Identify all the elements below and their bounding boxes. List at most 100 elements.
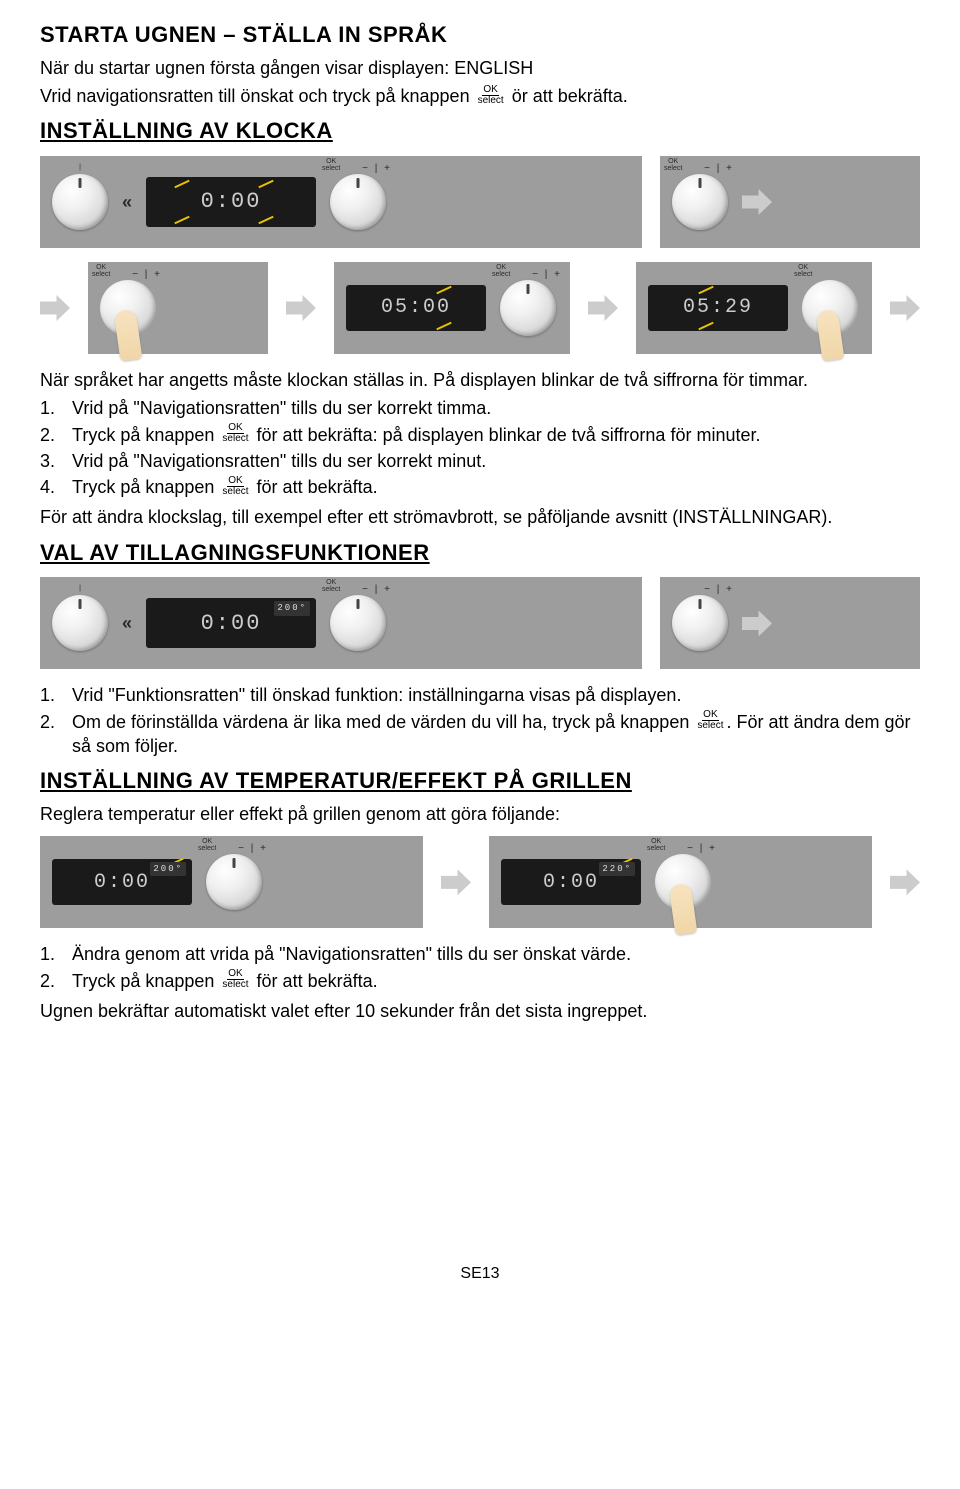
step-item: 1.Ändra genom att vrida på "Navigationsr… <box>40 942 920 966</box>
text-fragment: för att bekräfta. <box>252 971 378 991</box>
lcd-display: 0:00 220° <box>501 836 641 928</box>
arrow-right-icon <box>742 189 772 215</box>
lcd-display: 0:00 200° <box>146 577 316 669</box>
control-panel: 05:29 OK select <box>636 262 872 354</box>
nav-knob: − | + <box>672 577 728 669</box>
arrow-right-icon <box>742 610 772 636</box>
step-item: 1.Vrid på "Navigationsratten" tills du s… <box>40 396 920 420</box>
step-item: 2.Om de förinställda värdena är lika med… <box>40 710 920 759</box>
step-item: 2.Tryck på knappen OKselect för att bekr… <box>40 423 920 447</box>
clock-outro: För att ändra klockslag, till exempel ef… <box>40 505 920 529</box>
lcd-temp: 220° <box>599 862 635 876</box>
clock-steps: 1.Vrid på "Navigationsratten" tills du s… <box>40 396 920 499</box>
text-fragment: Tryck på knappen <box>72 425 219 445</box>
lcd-digits: 05:00 <box>381 294 451 321</box>
chevron-left-icon: « <box>122 190 132 214</box>
nav-knob: OK select − | + <box>330 577 386 669</box>
step-text: Tryck på knappen OKselect för att bekräf… <box>72 475 378 499</box>
text-fragment: Vrid navigationsratten till önskat och t… <box>40 86 475 106</box>
plus-minus-label: − | + <box>704 583 734 597</box>
page-footer: SE13 <box>40 1263 920 1285</box>
section-title-clock: INSTÄLLNING AV KLOCKA <box>40 116 920 146</box>
text-fragment: för att bekräfta: på displayen blinkar d… <box>252 425 761 445</box>
nav-knob-press: OK select − | + <box>100 262 156 354</box>
lcd-display: 05:29 <box>648 262 788 354</box>
lcd-display: 0:00 <box>146 156 316 248</box>
select-label: select <box>696 721 724 731</box>
step-text: Ändra genom att vrida på "Navigationsrat… <box>72 942 631 966</box>
section1-line1: När du startar ugnen första gången visar… <box>40 56 920 80</box>
step-num: 2. <box>40 423 72 447</box>
control-panel: 0:00 200° OK select − | + <box>40 836 423 928</box>
nav-knob-press: OK select − | + <box>655 836 711 928</box>
step-num: 2. <box>40 710 72 759</box>
step-num: 2. <box>40 969 72 993</box>
step-num: 4. <box>40 475 72 499</box>
nav-knob: OK select − | + <box>206 836 262 928</box>
ok-select-icon: OKselect <box>696 710 724 731</box>
temp-panel-row: 0:00 200° OK select − | + 0:00 220° OK s… <box>40 836 920 928</box>
nav-knob: OK select − | + <box>500 262 556 354</box>
plus-minus-label: − | + <box>362 162 392 176</box>
cooking-steps: 1.Vrid "Funktionsratten" till önskad fun… <box>40 683 920 758</box>
lcd-digits: 0:00 <box>201 187 262 217</box>
step-text: Vrid på "Navigationsratten" tills du ser… <box>72 396 491 420</box>
ok-select-icon: OKselect <box>221 423 249 444</box>
temp-steps: 1.Ändra genom att vrida på "Navigationsr… <box>40 942 920 993</box>
lcd-display: 05:00 <box>346 262 486 354</box>
step-num: 3. <box>40 449 72 473</box>
arrow-right-icon <box>441 869 471 895</box>
lcd-digits: 0:00 <box>94 869 150 896</box>
lcd-digits: 0:00 <box>201 609 262 639</box>
temp-intro: Reglera temperatur eller effekt på grill… <box>40 802 920 826</box>
step-num: 1. <box>40 942 72 966</box>
select-label: select <box>221 980 249 990</box>
step-item: 3.Vrid på "Navigationsratten" tills du s… <box>40 449 920 473</box>
lcd-display: 0:00 200° <box>52 836 192 928</box>
clock-panel-row1: | « 0:00 OK select − | + OK select − | + <box>40 156 920 248</box>
step-text: Vrid på "Navigationsratten" tills du ser… <box>72 449 486 473</box>
function-knob: | <box>52 156 108 248</box>
control-panel: | « 0:00 OK select − | + <box>40 156 642 248</box>
step-text: Om de förinställda värdena är lika med d… <box>72 710 920 759</box>
control-panel: 05:00 OK select − | + <box>334 262 570 354</box>
step-item: 4.Tryck på knappen OKselect för att bekr… <box>40 475 920 499</box>
lcd-digits: 0:00 <box>543 869 599 896</box>
chevron-left-icon: « <box>122 611 132 635</box>
lcd-temp: 200° <box>274 601 310 615</box>
step-item: 2.Tryck på knappen OKselect för att bekr… <box>40 969 920 993</box>
section-title-cooking: VAL AV TILLAGNINGSFUNKTIONER <box>40 538 920 568</box>
control-panel: | « 0:00 200° OK select − | + <box>40 577 642 669</box>
nav-knob: OK select − | + <box>330 156 386 248</box>
text-fragment: Om de förinställda värdena är lika med d… <box>72 712 694 732</box>
select-label: select <box>221 487 249 497</box>
text-fragment: ör att bekräfta. <box>512 86 628 106</box>
control-panel-small: − | + <box>660 577 920 669</box>
section-title-start: STARTA UGNEN – STÄLLA IN SPRÅK <box>40 20 920 50</box>
select-label: select <box>477 96 505 106</box>
ok-select-icon: OKselect <box>221 969 249 990</box>
control-panel: 0:00 220° OK select − | + <box>489 836 872 928</box>
step-num: 1. <box>40 396 72 420</box>
step-text: Tryck på knappen OKselect för att bekräf… <box>72 969 378 993</box>
control-panel-small: OK select − | + <box>660 156 920 248</box>
lcd-temp: 200° <box>150 862 186 876</box>
cooking-panel-row: | « 0:00 200° OK select − | + − | + <box>40 577 920 669</box>
temp-outro: Ugnen bekräftar automatiskt valet efter … <box>40 999 920 1023</box>
arrow-right-icon <box>286 295 316 321</box>
step-text: Tryck på knappen OKselect för att bekräf… <box>72 423 760 447</box>
ok-select-icon: OKselect <box>221 476 249 497</box>
plus-minus-label: − | + <box>532 268 562 282</box>
plus-minus-label: − | + <box>238 842 268 856</box>
lcd-digits: 05:29 <box>683 294 753 321</box>
clock-panel-row2: OK select − | + 05:00 OK select − | + 05… <box>40 262 920 354</box>
ok-select-icon: OK select <box>477 85 505 106</box>
step-num: 1. <box>40 683 72 707</box>
text-fragment: för att bekräfta. <box>252 477 378 497</box>
text-fragment: Tryck på knappen <box>72 477 219 497</box>
clock-intro: När språket har angetts måste klockan st… <box>40 368 920 392</box>
plus-minus-label: − | + <box>704 162 734 176</box>
section-title-temp: INSTÄLLNING AV TEMPERATUR/EFFEKT PÅ GRIL… <box>40 766 920 796</box>
step-item: 1.Vrid "Funktionsratten" till önskad fun… <box>40 683 920 707</box>
step-text: Vrid "Funktionsratten" till önskad funkt… <box>72 683 681 707</box>
